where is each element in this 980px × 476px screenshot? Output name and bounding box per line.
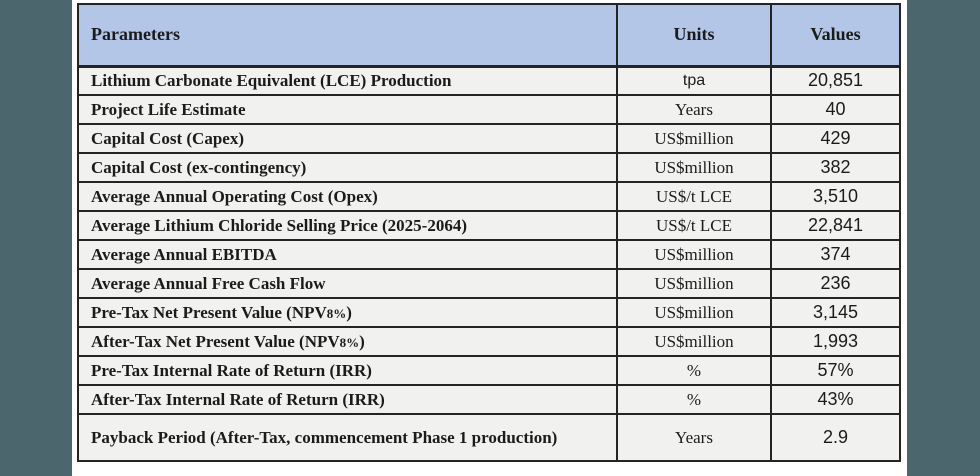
parameter-label: Average Lithium Chloride Selling Price (… bbox=[91, 215, 467, 235]
value-cell: 3,145 bbox=[770, 297, 901, 328]
parameter-cell: Average Annual Free Cash Flow bbox=[77, 268, 618, 299]
parameter-cell: Average Annual Operating Cost (Opex) bbox=[77, 181, 618, 212]
table-row: Average Annual EBITDA US$million 374 bbox=[77, 239, 901, 270]
parameter-cell: Average Lithium Chloride Selling Price (… bbox=[77, 210, 618, 241]
table-row: Average Annual Free Cash Flow US$million 2… bbox=[77, 268, 901, 299]
parameter-label: Capital Cost (ex-contingency) bbox=[91, 157, 307, 177]
table-row: Capital Cost (Capex) US$million 429 bbox=[77, 123, 901, 154]
table-row: Lithium Carbonate Equivalent (LCE) Produ… bbox=[77, 65, 901, 96]
parameter-cell: After-Tax Internal Rate of Return (IRR) bbox=[77, 384, 618, 415]
table-row: Pre-Tax Net Present Value (NPV8%) US$mill… bbox=[77, 297, 901, 328]
units-cell: Years bbox=[616, 413, 772, 462]
parameter-label-subscript: 8% bbox=[339, 334, 360, 350]
units-cell: US$million bbox=[616, 239, 772, 270]
parameter-label: After-Tax Net Present Value (NPV bbox=[91, 331, 340, 351]
table-row: Capital Cost (ex-contingency) US$million 3… bbox=[77, 152, 901, 183]
units-cell: US$/t LCE bbox=[616, 210, 772, 241]
parameter-label-suffix: ) bbox=[359, 331, 365, 351]
parameter-label: Lithium Carbonate Equivalent (LCE) Produ… bbox=[91, 70, 452, 90]
column-header-parameters: Parameters bbox=[77, 3, 618, 68]
units-cell: US$million bbox=[616, 152, 772, 183]
value-cell: 382 bbox=[770, 152, 901, 183]
value-cell: 429 bbox=[770, 123, 901, 154]
value-cell: 374 bbox=[770, 239, 901, 270]
parameter-label: Pre-Tax Internal Rate of Return (IRR) bbox=[91, 360, 372, 380]
parameter-cell: Capital Cost (ex-contingency) bbox=[77, 152, 618, 183]
parameter-label: Average Annual Free Cash Flow bbox=[91, 273, 326, 293]
column-header-units: Units bbox=[616, 3, 772, 68]
value-cell: 43% bbox=[770, 384, 901, 415]
parameter-cell: After-Tax Net Present Value (NPV8%) bbox=[77, 326, 618, 357]
value-cell: 1,993 bbox=[770, 326, 901, 357]
parameter-label: Pre-Tax Net Present Value (NPV bbox=[91, 302, 327, 322]
value-cell: 22,841 bbox=[770, 210, 901, 241]
value-cell: 2.9 bbox=[770, 413, 901, 462]
parameter-cell: Project Life Estimate bbox=[77, 94, 618, 125]
parameter-cell: Lithium Carbonate Equivalent (LCE) Produ… bbox=[77, 65, 618, 96]
parameter-cell: Average Annual EBITDA bbox=[77, 239, 618, 270]
value-cell: 236 bbox=[770, 268, 901, 299]
parameter-cell: Capital Cost (Capex) bbox=[77, 123, 618, 154]
parameter-label-suffix: ) bbox=[346, 302, 352, 322]
project-parameters-table: Parameters Units Values Lithium Carbonat… bbox=[77, 3, 901, 462]
table-row: Average Annual Operating Cost (Opex) US$/… bbox=[77, 181, 901, 212]
units-cell: tpa bbox=[616, 65, 772, 96]
parameter-label: Capital Cost (Capex) bbox=[91, 128, 244, 148]
units-cell: US$million bbox=[616, 297, 772, 328]
table-row: Project Life Estimate Years 40 bbox=[77, 94, 901, 125]
parameter-label-subscript: 8% bbox=[326, 305, 347, 321]
parameter-cell: Pre-Tax Net Present Value (NPV8%) bbox=[77, 297, 618, 328]
value-cell: 40 bbox=[770, 94, 901, 125]
document-page: Parameters Units Values Lithium Carbonat… bbox=[72, 0, 907, 476]
units-cell: % bbox=[616, 384, 772, 415]
units-cell: US$million bbox=[616, 326, 772, 357]
table-header-row: Parameters Units Values bbox=[77, 3, 901, 68]
value-cell: 57% bbox=[770, 355, 901, 386]
parameter-label: After-Tax Internal Rate of Return (IRR) bbox=[91, 389, 385, 409]
table-row: Payback Period (After-Tax, commencement … bbox=[77, 413, 901, 462]
units-cell: Years bbox=[616, 94, 772, 125]
table-row: Average Lithium Chloride Selling Price (… bbox=[77, 210, 901, 241]
column-header-values: Values bbox=[770, 3, 901, 68]
table-row: After-Tax Net Present Value (NPV8%) US$mi… bbox=[77, 326, 901, 357]
parameter-label: Average Annual EBITDA bbox=[91, 244, 277, 264]
units-cell: US$/t LCE bbox=[616, 181, 772, 212]
parameter-label: Average Annual Operating Cost (Opex) bbox=[91, 186, 378, 206]
value-cell: 20,851 bbox=[770, 65, 901, 96]
units-cell: US$million bbox=[616, 268, 772, 299]
parameter-cell: Payback Period (After-Tax, commencement … bbox=[77, 413, 618, 462]
table-row: Pre-Tax Internal Rate of Return (IRR)% 57… bbox=[77, 355, 901, 386]
parameter-label: Project Life Estimate bbox=[91, 99, 246, 119]
value-cell: 3,510 bbox=[770, 181, 901, 212]
units-cell: US$million bbox=[616, 123, 772, 154]
parameter-cell: Pre-Tax Internal Rate of Return (IRR) bbox=[77, 355, 618, 386]
parameter-label: Payback Period (After-Tax, commencement … bbox=[91, 427, 558, 447]
table-row: After-Tax Internal Rate of Return (IRR)%… bbox=[77, 384, 901, 415]
units-cell: % bbox=[616, 355, 772, 386]
